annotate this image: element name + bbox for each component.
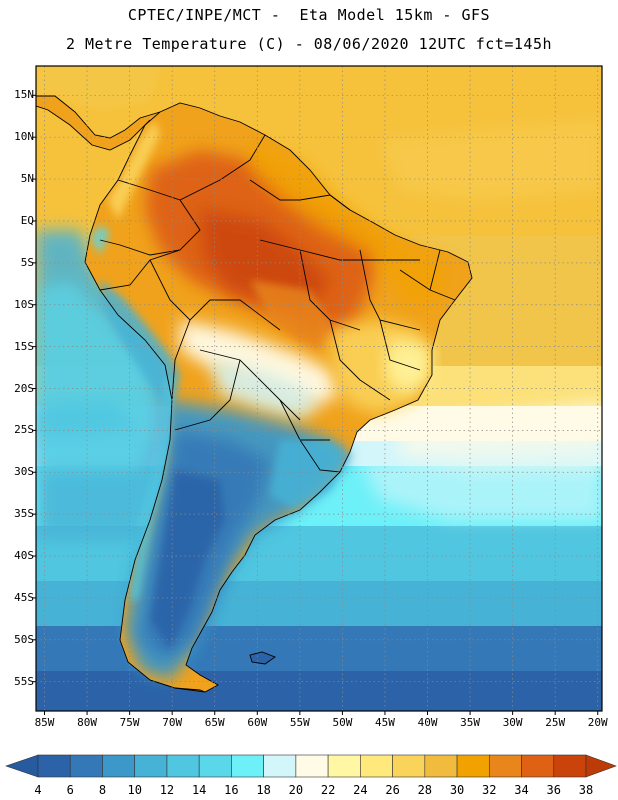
lon-label: 60W	[247, 716, 268, 729]
lon-label: 80W	[77, 716, 97, 729]
colorbar-label: 12	[159, 783, 175, 797]
temperature-field	[36, 66, 602, 711]
lat-label: 25S	[14, 423, 34, 437]
colorbar-swatch	[424, 754, 458, 778]
lon-label: 65W	[204, 716, 225, 729]
colorbar-label: 18	[256, 783, 271, 797]
colorbar-label: 4	[34, 783, 42, 797]
ocean-band-12	[36, 581, 602, 626]
colorbar-label: 16	[224, 783, 239, 797]
colorbar-swatch	[263, 754, 297, 778]
lat-label: 5S	[20, 255, 34, 269]
colorbar-label: 14	[191, 783, 207, 797]
colorbar	[5, 754, 617, 778]
lon-label: 85W	[34, 716, 55, 729]
map-title-model: CPTEC/INPE/MCT - Eta Model 15km - GFS	[127, 6, 491, 24]
axis-ticks	[32, 94, 599, 715]
lat-label: 50S	[14, 632, 34, 646]
colorbar-swatch	[231, 754, 264, 778]
colorbar-label: 26	[385, 783, 400, 797]
colorbar-swatch	[553, 754, 587, 778]
colorbar-label: 38	[578, 783, 594, 797]
colorbar-label: 8	[98, 783, 107, 797]
colorbar-swatch	[456, 754, 490, 778]
lon-label: 50W	[332, 716, 353, 729]
colorbar-under-arrow	[5, 754, 39, 778]
lon-label: 30W	[502, 716, 523, 729]
lat-label: 5N	[20, 172, 34, 186]
lon-label: 40W	[417, 716, 438, 729]
lon-label: 35W	[460, 716, 480, 729]
colorbar-label: 22	[320, 783, 336, 797]
colorbar-swatch	[521, 754, 555, 778]
colorbar-label: 24	[353, 783, 368, 797]
lon-label: 55W	[289, 716, 310, 729]
colorbar-swatch	[134, 754, 168, 778]
colorbar-swatch	[392, 754, 426, 778]
colorbar-swatch	[102, 754, 136, 778]
colorbar-label: 28	[417, 783, 433, 797]
lat-label: 15S	[14, 339, 34, 353]
lon-label: 20W	[587, 716, 608, 729]
lat-label: 20S	[14, 381, 34, 395]
central-america-land	[36, 96, 160, 150]
lat-label: 10N	[14, 130, 34, 144]
lat-label: 10S	[14, 297, 34, 311]
lon-label: 70W	[162, 716, 183, 729]
ocean-band-6	[36, 671, 602, 711]
colorbar-swatch	[166, 754, 200, 778]
colorbar-label: 36	[546, 783, 561, 797]
lat-label: 45S	[14, 590, 34, 604]
colorbar-label: 6	[66, 783, 74, 797]
colorbar-label: 34	[514, 783, 529, 797]
colorbar-label: 30	[449, 783, 465, 797]
colorbar-swatch	[198, 754, 232, 778]
colorbar-label: 32	[482, 783, 497, 797]
colorbar-swatch	[69, 754, 103, 778]
colorbar-label: 10	[127, 783, 142, 797]
colorbar-swatch	[295, 754, 329, 778]
colorbar-over-arrow	[585, 754, 617, 778]
colorbar-swatch	[488, 754, 522, 778]
colorbar-swatch	[37, 754, 71, 778]
colorbar-swatch	[360, 754, 393, 778]
colorbar-swatch	[327, 754, 361, 778]
lon-label: 75W	[119, 716, 140, 729]
colorbar-label: 20	[288, 783, 304, 797]
lat-label: 35S	[14, 507, 34, 521]
lon-label: 25W	[545, 716, 566, 729]
map-title-variable: 2 Metre Temperature (C) - 08/06/2020 12U…	[65, 35, 553, 53]
lat-label: 40S	[14, 549, 34, 563]
lat-label: EQ	[20, 213, 34, 227]
lat-label: 55S	[14, 674, 34, 688]
lat-label: 30S	[14, 465, 34, 479]
lat-label: 15N	[14, 88, 34, 102]
lon-label: 45W	[375, 716, 395, 729]
